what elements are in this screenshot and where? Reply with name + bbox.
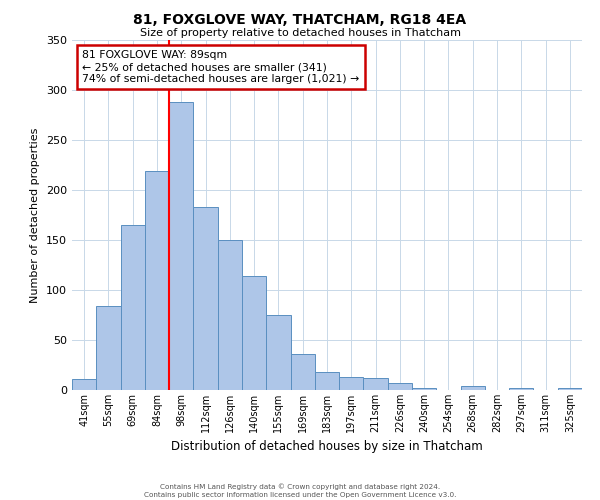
Bar [558,388,582,390]
X-axis label: Distribution of detached houses by size in Thatcham: Distribution of detached houses by size … [171,440,483,454]
Bar [290,354,315,390]
Bar [412,388,436,390]
Y-axis label: Number of detached properties: Number of detached properties [31,128,40,302]
Text: 81, FOXGLOVE WAY, THATCHAM, RG18 4EA: 81, FOXGLOVE WAY, THATCHAM, RG18 4EA [133,12,467,26]
Bar [509,388,533,390]
Bar [315,372,339,390]
Text: Size of property relative to detached houses in Thatcham: Size of property relative to detached ho… [139,28,461,38]
Bar [339,377,364,390]
Bar [266,315,290,390]
Bar [145,171,169,390]
Text: Contains public sector information licensed under the Open Government Licence v3: Contains public sector information licen… [144,492,456,498]
Bar [121,225,145,390]
Bar [193,207,218,390]
Bar [242,276,266,390]
Bar [169,102,193,390]
Bar [388,383,412,390]
Bar [218,240,242,390]
Bar [72,379,96,390]
Bar [461,386,485,390]
Text: 81 FOXGLOVE WAY: 89sqm
← 25% of detached houses are smaller (341)
74% of semi-de: 81 FOXGLOVE WAY: 89sqm ← 25% of detached… [82,50,359,84]
Bar [96,306,121,390]
Bar [364,378,388,390]
Text: Contains HM Land Registry data © Crown copyright and database right 2024.: Contains HM Land Registry data © Crown c… [160,484,440,490]
